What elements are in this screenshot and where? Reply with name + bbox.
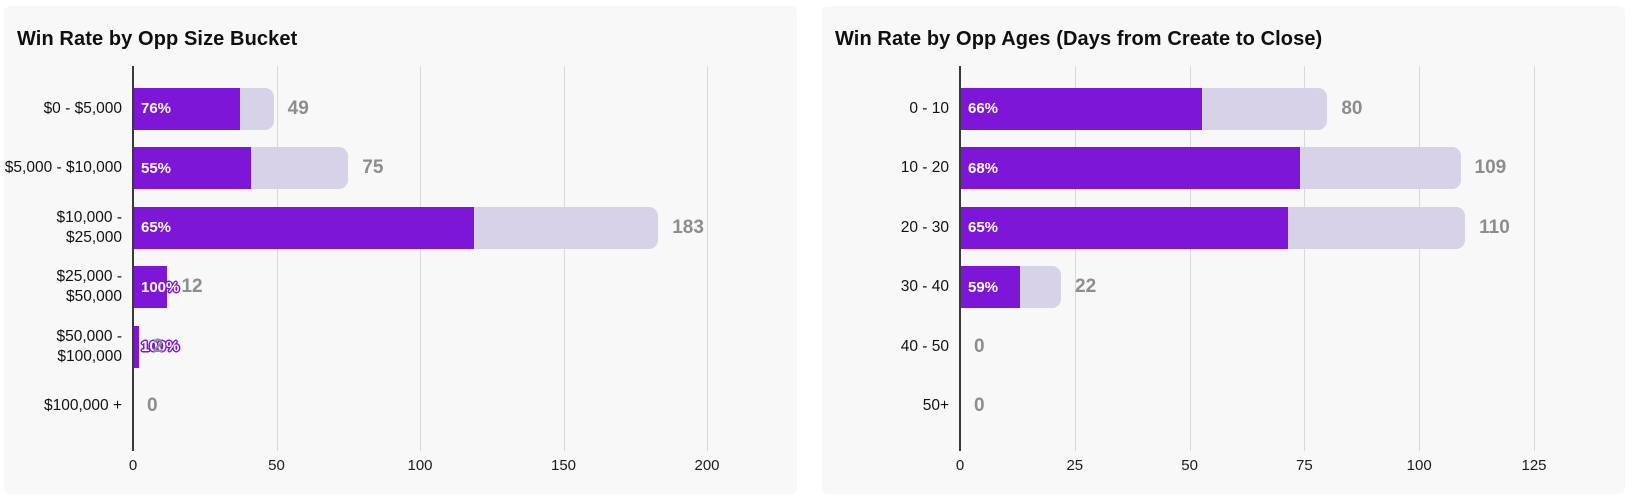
x-gridline: [1534, 66, 1535, 451]
x-gridline: [1304, 66, 1306, 451]
x-gridline: [276, 66, 278, 451]
y-axis-line: [959, 66, 961, 451]
x-gridline: [1419, 66, 1421, 451]
bar-row: 66% 80: [960, 79, 1615, 139]
x-tick-label: 100: [1406, 457, 1432, 474]
x-gridline: [563, 66, 565, 451]
total-count-label: 110: [1479, 216, 1510, 238]
won-bar[interactable]: [960, 266, 1020, 309]
total-count-label: 22: [1075, 276, 1097, 298]
x-tick-label: 0: [128, 457, 138, 474]
total-count-label: 183: [672, 216, 704, 238]
x-gridline: [707, 66, 708, 451]
category-label: $50,000 - $100,000: [56, 327, 123, 365]
won-bar[interactable]: [133, 325, 139, 368]
bar-row: 68% 109: [960, 139, 1615, 199]
y-axis-line: [132, 66, 134, 451]
bar-row: 0: [960, 377, 1615, 437]
category-label: $0 - $5,000: [43, 99, 122, 117]
win-rate-label: 100%: [141, 338, 180, 356]
total-count-label: 49: [287, 97, 309, 119]
won-bar[interactable]: [133, 206, 475, 249]
category-label: $25,000 - $50,000: [56, 268, 123, 306]
total-count-label: 0: [974, 335, 985, 357]
total-count-label: 0: [147, 395, 158, 417]
won-bar[interactable]: [960, 87, 1203, 130]
plot-area: 0 50 100 150 200 76% 49 55% 75 65% 183 100% 12 100% 2 0: [129, 66, 787, 474]
won-bar[interactable]: [960, 147, 1301, 190]
bar-row: 0: [960, 317, 1615, 377]
total-count-label: 80: [1341, 97, 1363, 119]
total-count-label: 12: [181, 276, 203, 298]
win-rate-label: 66%: [968, 100, 999, 118]
won-bar[interactable]: [133, 87, 240, 130]
category-label: 30 - 40: [900, 278, 949, 296]
category-label: 10 - 20: [900, 159, 949, 177]
x-tick-label: 125: [1521, 457, 1547, 474]
x-tick-label: 100: [407, 457, 433, 474]
win-rate-label: 100%: [141, 278, 180, 296]
category-label: $100,000 +: [43, 397, 122, 415]
bar-row: 0: [133, 377, 787, 437]
bar-row: 65% 110: [960, 198, 1615, 258]
x-tick-label: 25: [1066, 457, 1084, 474]
bar-row: 55% 75: [133, 139, 787, 199]
total-count-label: 75: [362, 157, 384, 179]
chart-panel-opp-ages: Win Rate by Opp Ages (Days from Create t…: [822, 6, 1625, 494]
total-count-label: 2: [152, 335, 164, 357]
bar-row: 100% 12: [133, 258, 787, 318]
won-bar[interactable]: [960, 206, 1289, 249]
win-rate-label: 55%: [141, 159, 172, 177]
category-label: $10,000 - $25,000: [56, 208, 123, 246]
x-tick-label: 0: [955, 457, 965, 474]
x-tick-label: 200: [694, 457, 720, 474]
bar-row: 100% 2: [133, 317, 787, 377]
category-label: $5,000 - $10,000: [4, 159, 122, 177]
win-rate-label: 59%: [968, 278, 999, 296]
won-bar[interactable]: [133, 147, 252, 190]
x-gridline: [420, 66, 421, 451]
category-label: 20 - 30: [900, 218, 949, 236]
x-tick-label: 50: [268, 457, 285, 474]
win-rate-label: 65%: [141, 219, 172, 237]
chart-title: Win Rate by Opp Size Bucket: [17, 28, 298, 50]
plot-area: 0 25 50 75 100 125 66% 80 68% 109 65% 110 59% 22 0 0: [956, 66, 1615, 474]
win-rate-label: 68%: [968, 159, 999, 177]
bar-row: 65% 183: [133, 198, 787, 258]
x-gridline: [1074, 66, 1076, 451]
x-tick-label: 50: [1181, 457, 1198, 474]
x-tick-label: 75: [1296, 457, 1313, 474]
x-tick-label: 150: [550, 457, 577, 474]
category-label: 50+: [922, 397, 949, 415]
chart-title: Win Rate by Opp Ages (Days from Create t…: [835, 28, 1323, 50]
bar-row: 76% 49: [133, 79, 787, 139]
total-count-label: 109: [1474, 157, 1507, 179]
win-rate-label: 76%: [141, 100, 172, 118]
x-gridline: [1189, 66, 1191, 451]
total-count-label: 0: [974, 395, 985, 417]
bar-row: 59% 22: [960, 258, 1615, 318]
category-label: 0 - 10: [909, 99, 949, 117]
win-rate-label: 65%: [968, 219, 999, 237]
won-bar[interactable]: [133, 266, 168, 309]
chart-panel-opp-size: Win Rate by Opp Size Bucket 0 50 100 150 200…: [4, 6, 797, 494]
category-label: 40 - 50: [900, 337, 949, 355]
